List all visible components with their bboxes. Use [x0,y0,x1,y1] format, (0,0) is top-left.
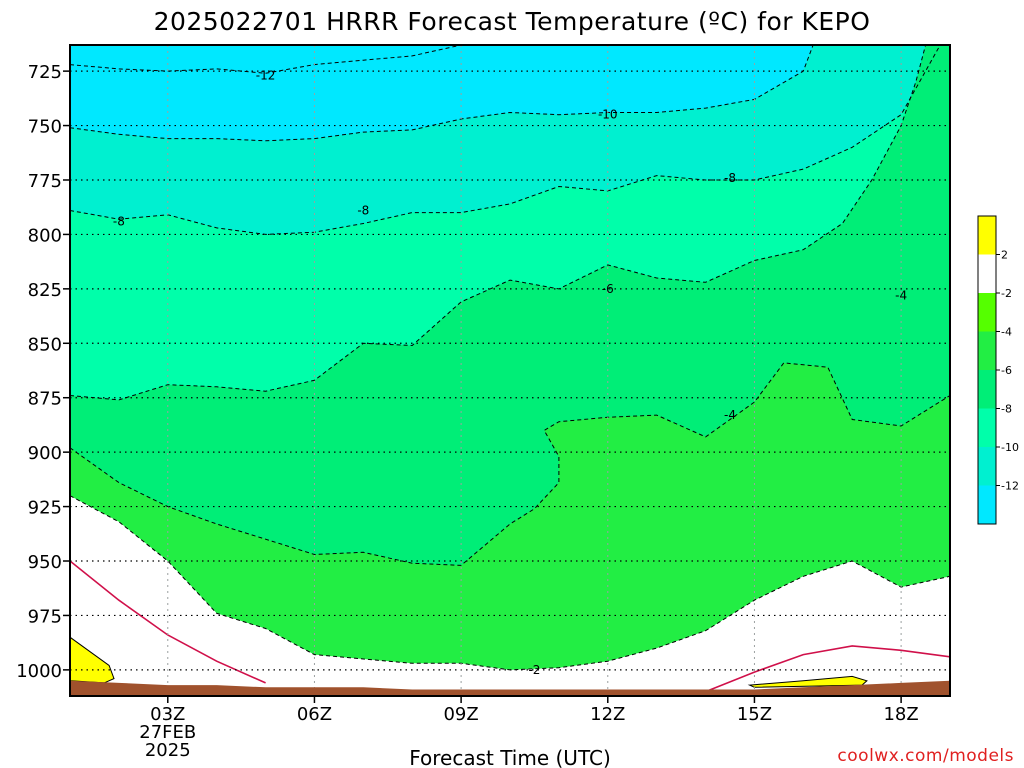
plot-content: -12 -10 -8 -8 -8 -6 -4 -2 -4 [70,45,950,696]
colorbar-label: -8 [1001,403,1012,416]
y-tick-label: 1000 [16,661,62,682]
y-tick-label: 975 [28,606,62,627]
colorbar-label: -10 [1001,441,1019,454]
contour-label: -8 [113,214,125,228]
colorbar-swatch [978,447,996,486]
colorbar-label: -4 [1001,326,1012,339]
x-tick-label: 15Z [737,704,772,725]
contour-line-minus12 [70,45,462,74]
plot-area: -12 -10 -8 -8 -8 -6 -4 -2 -4 [69,44,951,697]
colorbar-swatch [978,254,996,293]
colorbar-swatch [978,216,996,255]
y-tick-label: 825 [28,280,62,301]
y-tick-label: 875 [28,389,62,410]
contour-line-minus8 [70,45,941,235]
colorbar-label: 2 [1001,249,1008,262]
contour-line-minus6 [70,45,927,401]
colorbar-swatch [978,370,996,409]
colorbar-label: -6 [1001,364,1012,377]
plot-frame [69,44,951,697]
y-tick-label: 850 [28,334,62,355]
axes: 725 750 775 800 825 850 875 900 925 950 975 1000 03Z… [16,62,919,761]
fill-above-minus2 [70,495,950,696]
colorbar-swatch [978,408,996,447]
colorbar-label: -2 [1001,287,1012,300]
x-tick-label: 09Z [443,704,478,725]
contour-label: -6 [602,282,614,296]
credit-text: coolwx.com/models [837,746,1014,766]
colorbar-swatch [978,485,996,524]
ground-surface [70,680,950,696]
x-tick-label: 18Z [883,704,918,725]
chart-title: 2025022701 HRRR Forecast Temperature (ºC… [154,7,871,36]
y-tick-label: 750 [28,117,62,138]
y-tick-label: 725 [28,62,62,83]
contour-label: -8 [724,171,736,185]
contour-label: -8 [357,203,369,217]
y-tick-label: 925 [28,498,62,519]
contour-label: -2 [528,663,540,677]
contour-label: -4 [724,408,736,422]
contour-label: -12 [256,68,276,82]
freezing-line-1 [705,645,950,693]
y-tick-label: 900 [28,443,62,464]
y-tick-label: 775 [28,171,62,192]
x-tick-date: 27FEB [139,722,196,743]
colorbar-swatch [978,293,996,332]
fill-above-2-0 [70,636,115,684]
fill-above-4 [70,362,950,696]
x-axis-label: Forecast Time (UTC) [409,746,611,768]
colorbar-swatch [978,331,996,370]
x-tick-year: 2025 [145,740,191,761]
contour-label: -10 [598,108,618,122]
contour-label: -4 [895,288,907,302]
colorbar-label: -12 [1001,480,1019,493]
x-tick-label: 03Z [150,704,185,725]
colorbar-legend: 2 -2 -4 -6 -8 -10 -12 [977,215,1019,525]
y-tick-label: 800 [28,225,62,246]
x-tick-label: 12Z [590,704,625,725]
y-tick-label: 950 [28,552,62,573]
x-tick-label: 06Z [297,704,332,725]
